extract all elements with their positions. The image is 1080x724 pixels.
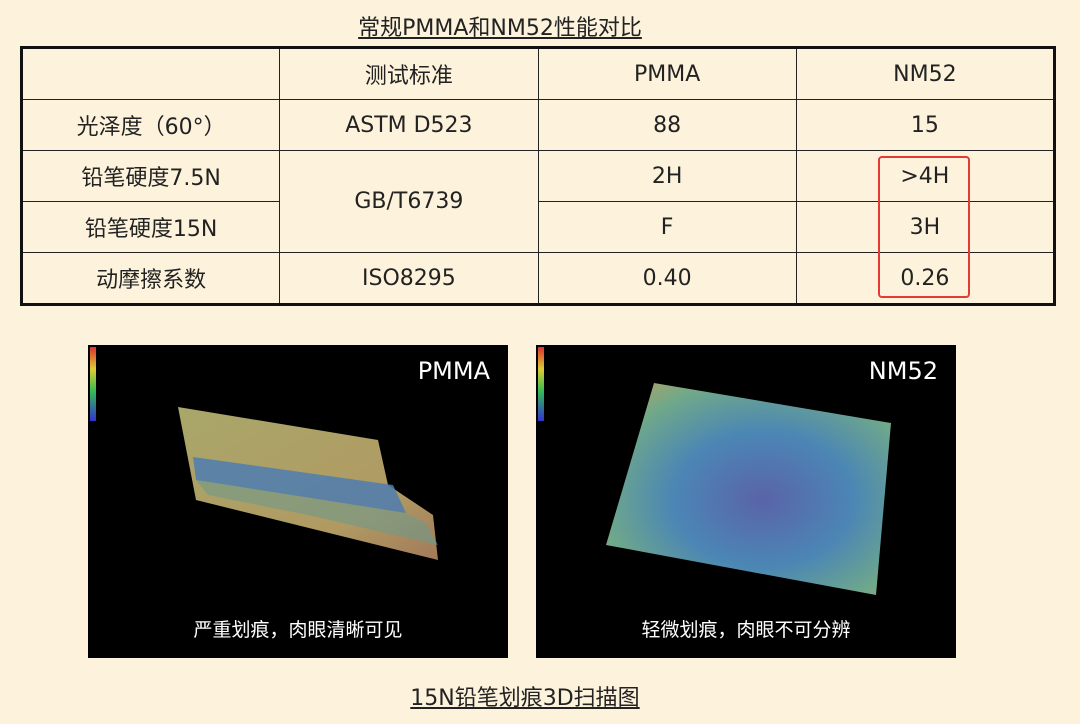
cell: >4H bbox=[795, 150, 1056, 202]
cell: F bbox=[537, 201, 797, 253]
figure-caption: 严重划痕，肉眼清晰可见 bbox=[193, 619, 403, 641]
row-label: 铅笔硬度15N bbox=[20, 201, 281, 253]
highlight-box bbox=[878, 156, 970, 298]
header-cell bbox=[20, 47, 281, 100]
scan-image: PMMA 严重划痕，肉眼清晰可见 bbox=[88, 345, 508, 658]
row-label: 光泽度（60°） bbox=[20, 99, 281, 151]
cell: ISO8295 bbox=[279, 252, 539, 305]
figure-title: 15N铅笔划痕3D扫描图 bbox=[410, 686, 640, 711]
scan-image: NM52 轻微划痕，肉眼不可分辨 bbox=[536, 345, 956, 658]
cell: ASTM D523 bbox=[279, 99, 539, 151]
cell: 88 bbox=[537, 99, 797, 151]
title: 常规PMMA和NM52性能对比 bbox=[358, 16, 642, 41]
figure-label: NM52 bbox=[868, 357, 938, 385]
row-label: 铅笔硬度7.5N bbox=[20, 150, 281, 202]
comparison-table: 测试标准 PMMA NM52 光泽度（60°） ASTM D523 88 15 … bbox=[20, 46, 1056, 306]
cell: 0.26 bbox=[795, 252, 1056, 305]
surface-render bbox=[90, 347, 438, 560]
row-label: 动摩擦系数 bbox=[20, 252, 281, 305]
cell: 15 bbox=[795, 99, 1056, 151]
header-cell: NM52 bbox=[795, 47, 1056, 100]
header-cell: 测试标准 bbox=[279, 47, 539, 100]
figure-caption: 轻微划痕，肉眼不可分辨 bbox=[641, 619, 851, 641]
header-cell: PMMA bbox=[537, 47, 797, 100]
cell: 2H bbox=[537, 150, 797, 202]
figure-label: PMMA bbox=[417, 357, 490, 385]
surface-render bbox=[538, 347, 891, 595]
cell: GB/T6739 bbox=[279, 150, 539, 253]
cell: 0.40 bbox=[537, 252, 797, 305]
